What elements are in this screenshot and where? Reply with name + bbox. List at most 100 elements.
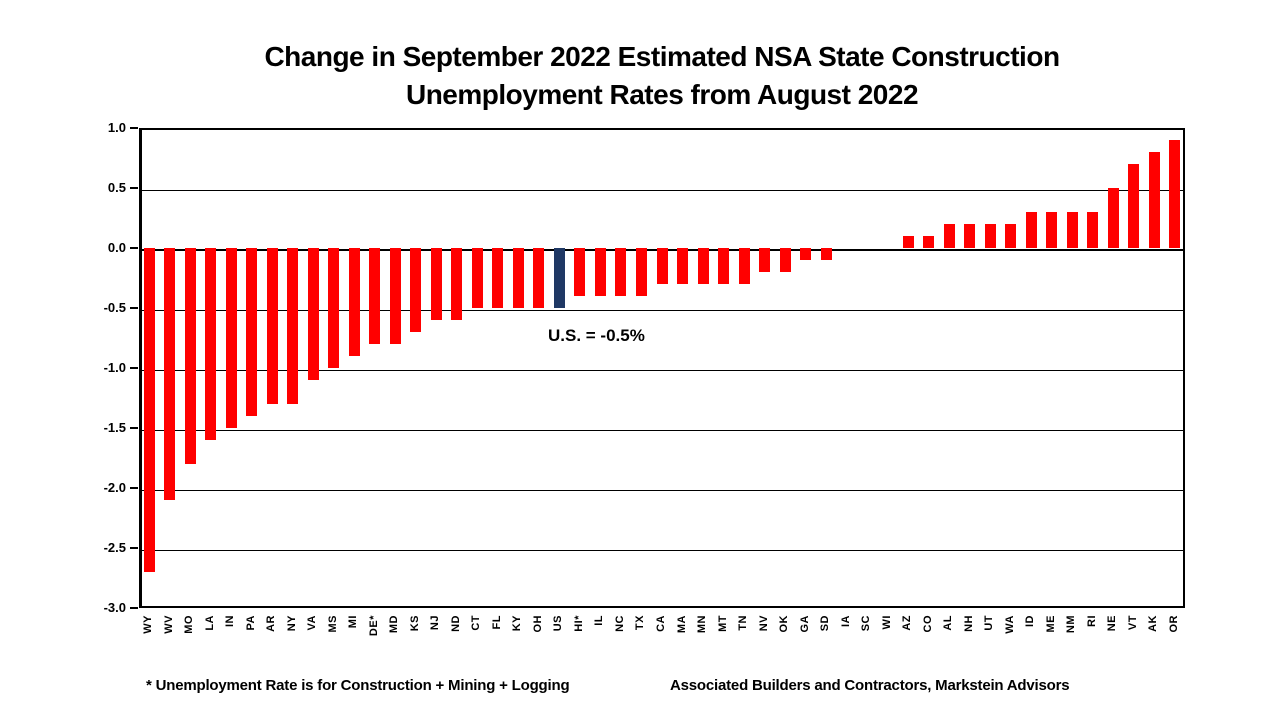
bar-NJ <box>430 248 442 320</box>
y-axis-label-0.0: 0.0 <box>107 240 126 255</box>
bar-HI <box>574 248 586 296</box>
x-axis-label-DE: DE* <box>367 615 380 637</box>
x-axis-label-IL: IL <box>593 615 606 626</box>
y-axis-label--2.5: -2.5 <box>103 540 126 555</box>
bar-TX <box>635 248 647 296</box>
bar-NV <box>759 248 771 272</box>
x-axis-label-LA: LA <box>203 615 216 631</box>
bar-ME <box>1046 212 1058 248</box>
gridline <box>142 370 1183 371</box>
x-axis-label-OH: OH <box>531 615 544 633</box>
gridline <box>142 310 1183 311</box>
bar-PA <box>246 248 258 416</box>
footnote-source: Associated Builders and Contractors, Mar… <box>670 677 1070 694</box>
x-axis-label-US: US <box>552 615 565 632</box>
gridline <box>142 550 1183 551</box>
bar-LA <box>205 248 217 440</box>
chart-title: Change in September 2022 Estimated NSA S… <box>139 38 1185 114</box>
x-axis-label-MN: MN <box>696 615 709 634</box>
x-axis-label-NY: NY <box>285 615 298 632</box>
gridline <box>142 430 1183 431</box>
x-axis-label-ND: ND <box>449 615 462 632</box>
y-axis-tick <box>130 487 138 489</box>
y-axis-label--1.5: -1.5 <box>103 420 126 435</box>
y-axis-label--1.0: -1.0 <box>103 360 126 375</box>
y-axis-tick <box>130 607 138 609</box>
x-axis-label-TN: TN <box>737 615 750 631</box>
x-axis-label-KY: KY <box>511 615 524 632</box>
bar-ID <box>1025 212 1037 248</box>
x-axis-label-PA: PA <box>244 615 257 631</box>
x-axis-label-AR: AR <box>265 615 278 632</box>
x-axis-label-TX: TX <box>634 615 647 631</box>
bar-WA <box>1005 224 1017 248</box>
bar-CO <box>923 236 935 248</box>
y-axis-label-1.0: 1.0 <box>107 120 126 135</box>
x-axis-label-NH: NH <box>962 615 975 632</box>
y-axis-tick <box>130 547 138 549</box>
footnote-asterisk: * Unemployment Rate is for Construction … <box>146 677 570 694</box>
bar-AL <box>943 224 955 248</box>
bar-OR <box>1169 140 1181 248</box>
y-axis-tick <box>130 307 138 309</box>
bar-IN <box>225 248 237 428</box>
x-axis-label-MI: MI <box>347 615 360 629</box>
bar-AK <box>1148 152 1160 248</box>
bar-US <box>553 248 565 308</box>
x-axis-label-OK: OK <box>778 615 791 633</box>
bar-AZ <box>902 236 914 248</box>
x-axis-label-GA: GA <box>798 615 811 633</box>
x-axis-label-FL: FL <box>490 615 503 630</box>
x-axis-label-OR: OR <box>1167 615 1180 633</box>
x-axis-label-CO: CO <box>921 615 934 633</box>
bar-KY <box>512 248 524 308</box>
bar-WV <box>164 248 176 500</box>
x-axis-label-WV: WV <box>162 615 175 634</box>
x-axis-label-VT: VT <box>1126 615 1139 631</box>
us-value-annotation: U.S. = -0.5% <box>548 326 645 345</box>
bar-MT <box>718 248 730 284</box>
x-axis-label-ID: ID <box>1024 615 1037 627</box>
bar-UT <box>984 224 996 248</box>
x-axis-label-VA: VA <box>306 615 319 631</box>
x-axis-label-HI: HI* <box>572 615 585 632</box>
y-axis-label--3.0: -3.0 <box>103 600 126 615</box>
y-axis-tick <box>130 427 138 429</box>
bar-NM <box>1066 212 1078 248</box>
x-axis-label-ME: ME <box>1044 615 1057 633</box>
bar-CT <box>471 248 483 308</box>
bar-OH <box>533 248 545 308</box>
x-axis-label-NM: NM <box>1065 615 1078 634</box>
x-axis-label-IA: IA <box>839 615 852 627</box>
bar-IL <box>594 248 606 296</box>
bar-NC <box>615 248 627 296</box>
x-axis-label-AL: AL <box>942 615 955 631</box>
y-axis-label--0.5: -0.5 <box>103 300 126 315</box>
bar-SD <box>820 248 832 260</box>
x-axis-label-NJ: NJ <box>429 615 442 631</box>
x-axis-label-NC: NC <box>613 615 626 632</box>
gridline <box>142 190 1183 191</box>
x-axis-label-NV: NV <box>757 615 770 632</box>
bar-OK <box>779 248 791 272</box>
x-axis-label-MA: MA <box>675 615 688 634</box>
bar-GA <box>800 248 812 260</box>
bar-TN <box>738 248 750 284</box>
y-axis-tick <box>130 367 138 369</box>
bar-AR <box>266 248 278 404</box>
y-axis-tick <box>130 187 138 189</box>
bar-ND <box>451 248 463 320</box>
x-axis-label-AK: AK <box>1147 615 1160 632</box>
chart-title-line-1: Change in September 2022 Estimated NSA S… <box>264 41 1060 72</box>
bar-FL <box>492 248 504 308</box>
x-axis-label-WA: WA <box>1003 615 1016 634</box>
x-axis-label-CT: CT <box>470 615 483 631</box>
bar-NE <box>1107 188 1119 248</box>
bar-MD <box>389 248 401 344</box>
x-axis-label-NE: NE <box>1106 615 1119 632</box>
x-axis-label-KS: KS <box>408 615 421 632</box>
x-axis-label-MT: MT <box>716 615 729 632</box>
x-axis-label-SC: SC <box>860 615 873 632</box>
chart-title-line-2: Unemployment Rates from August 2022 <box>405 79 919 110</box>
x-axis-label-RI: RI <box>1085 615 1098 627</box>
